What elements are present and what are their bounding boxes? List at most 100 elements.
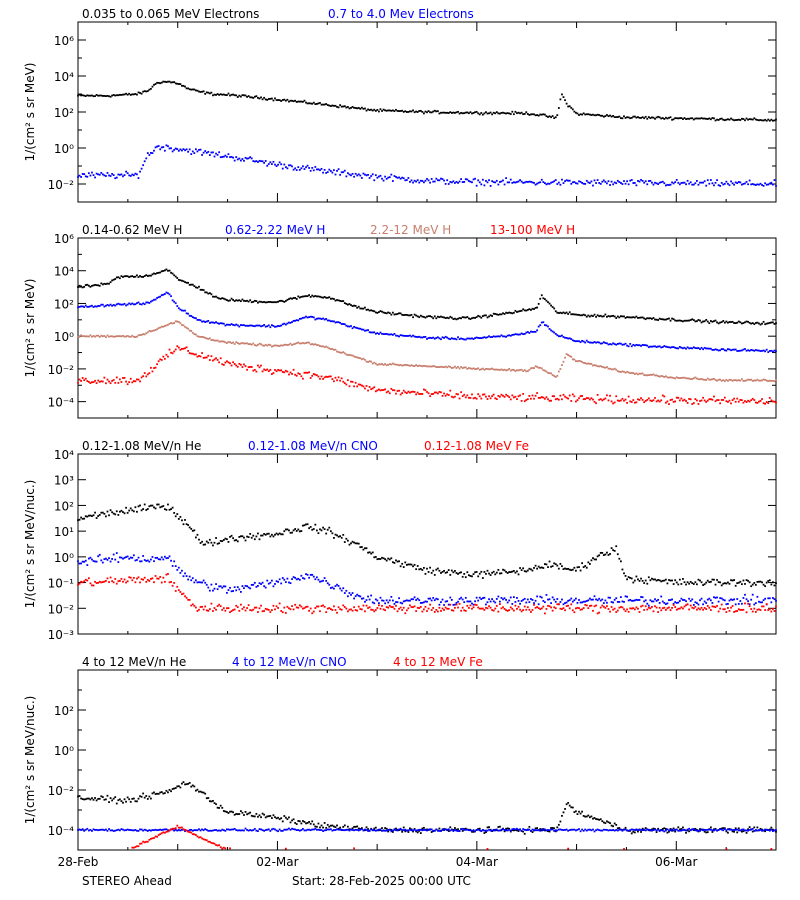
data-point [723, 582, 726, 585]
data-point [762, 605, 765, 608]
data-point [517, 395, 520, 398]
data-point [624, 371, 627, 374]
data-point [177, 566, 180, 569]
data-point [78, 305, 81, 308]
data-point [292, 818, 295, 821]
data-point [351, 540, 354, 543]
data-point [537, 325, 540, 328]
data-point [553, 117, 556, 120]
data-point [643, 317, 646, 320]
data-point [176, 785, 179, 788]
data-point [539, 608, 542, 611]
data-point [342, 533, 345, 536]
data-point [222, 155, 225, 158]
data-point [660, 609, 663, 612]
data-point [80, 580, 83, 583]
data-point [618, 827, 621, 829]
data-point [199, 829, 202, 832]
data-point [727, 348, 729, 351]
data-point [621, 315, 624, 318]
data-point [288, 529, 290, 532]
data-point [306, 822, 309, 824]
data-point [399, 601, 402, 604]
data-point [409, 827, 411, 830]
data-point [668, 403, 670, 406]
data-point [700, 377, 703, 380]
data-point [522, 609, 525, 611]
data-point [196, 355, 199, 358]
data-point [564, 395, 566, 398]
data-point [621, 568, 624, 571]
data-point [157, 792, 160, 795]
data-point [331, 378, 334, 380]
data-point [117, 335, 120, 338]
data-point [368, 551, 371, 554]
data-point [740, 602, 743, 605]
data-point [654, 117, 656, 120]
data-point [418, 393, 421, 395]
data-point [176, 277, 179, 279]
data-point [730, 598, 732, 601]
data-point [190, 153, 193, 156]
data-point [305, 166, 307, 169]
data-point [378, 828, 380, 831]
data-point [768, 182, 771, 185]
data-point [308, 341, 311, 344]
data-point [466, 111, 469, 114]
data-point [516, 369, 518, 372]
data-point [652, 183, 655, 186]
data-point [291, 297, 293, 300]
data-point [243, 829, 245, 832]
data-point [426, 600, 428, 603]
data-point [652, 399, 655, 402]
data-point [378, 311, 380, 313]
data-point [407, 364, 410, 367]
data-point [81, 798, 84, 800]
data-point [722, 582, 725, 585]
data-point [151, 792, 154, 795]
data-point [292, 319, 295, 322]
data-point [125, 275, 127, 278]
data-point [664, 116, 667, 119]
data-point [150, 797, 152, 800]
data-point [103, 335, 106, 337]
data-point [115, 582, 118, 585]
data-point [334, 321, 337, 324]
data-point [193, 829, 196, 832]
data-point [360, 597, 363, 600]
data-point [654, 397, 656, 399]
data-point [633, 344, 636, 347]
data-point [345, 589, 348, 592]
data-point [635, 598, 638, 601]
data-point [461, 598, 464, 601]
data-point [530, 180, 532, 183]
data-point [275, 325, 278, 328]
data-point [367, 551, 369, 554]
data-point [759, 400, 762, 402]
data-point [289, 531, 292, 534]
data-point [550, 399, 552, 402]
data-point [728, 184, 731, 187]
data-point [184, 783, 186, 786]
data-point [325, 296, 328, 299]
data-point [711, 182, 714, 185]
data-point [601, 820, 604, 823]
data-point [454, 606, 456, 609]
data-point [83, 173, 86, 176]
data-point [246, 342, 248, 345]
data-point [109, 509, 112, 512]
data-point [213, 93, 216, 96]
data-point [412, 334, 414, 337]
data-point [689, 181, 692, 184]
data-point [260, 604, 262, 607]
data-point [657, 578, 660, 581]
data-point [202, 336, 205, 339]
data-point [163, 580, 166, 583]
data-point [258, 538, 261, 541]
data-point [727, 379, 729, 382]
data-point [368, 386, 371, 388]
data-point [295, 829, 298, 831]
data-point [561, 178, 563, 181]
data-point [227, 299, 230, 302]
data-point [317, 828, 320, 831]
